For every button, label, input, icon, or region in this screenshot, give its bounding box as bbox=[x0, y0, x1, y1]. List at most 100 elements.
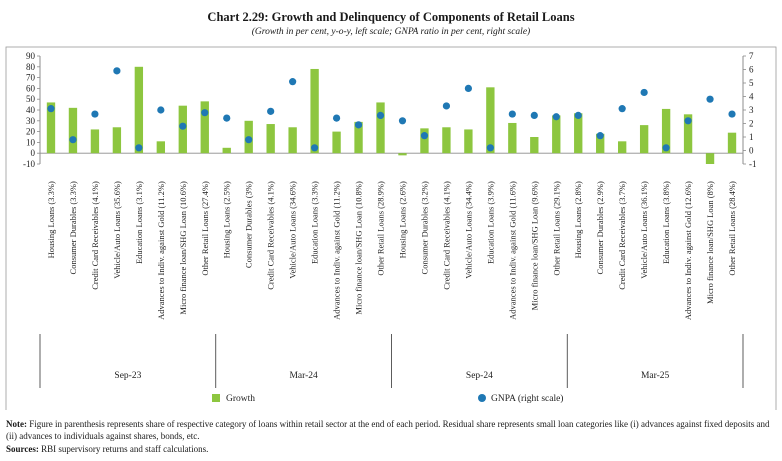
category-label: Credit Card Receivables (4.1%) bbox=[441, 181, 451, 290]
growth-bar bbox=[376, 102, 385, 154]
growth-bar bbox=[134, 66, 144, 154]
growth-bar bbox=[90, 129, 100, 154]
period-label: Sep-23 bbox=[114, 371, 141, 381]
gnpa-dot bbox=[596, 132, 604, 140]
growth-bar bbox=[222, 147, 231, 154]
gnpa-dot bbox=[47, 105, 55, 113]
period-label: Mar-24 bbox=[289, 371, 318, 381]
gnpa-dot bbox=[113, 67, 121, 75]
chart-title: Chart 2.29: Growth and Delinquency of Co… bbox=[207, 10, 575, 24]
sources-label: Sources: bbox=[6, 444, 39, 454]
category-label: Advances to Indiv. against Gold (11.6%) bbox=[507, 181, 517, 320]
growth-bar bbox=[552, 115, 561, 154]
category-label: Other Retail Loans (29.1%) bbox=[551, 181, 561, 276]
growth-bar bbox=[398, 153, 407, 156]
left-tick-label: 60 bbox=[26, 83, 36, 93]
gnpa-dot bbox=[354, 121, 363, 129]
left-tick-label: 50 bbox=[26, 94, 36, 104]
right-tick-label: 3 bbox=[749, 105, 754, 115]
growth-bar bbox=[266, 124, 275, 154]
growth-bar bbox=[112, 127, 122, 154]
category-label: Education Loans (3.8%) bbox=[661, 181, 671, 264]
sources-text: RBI supervisory returns and staff calcul… bbox=[41, 444, 209, 454]
gnpa-dot bbox=[91, 110, 99, 118]
growth-bar bbox=[310, 68, 319, 154]
category-label: Vehicle/Auto Loans (34.4%) bbox=[463, 181, 473, 279]
legend-gnpa-label: GNPA (right scale) bbox=[491, 393, 563, 404]
gnpa-dot bbox=[684, 117, 692, 125]
gnpa-dot bbox=[464, 84, 472, 92]
gnpa-dot bbox=[376, 111, 385, 119]
right-tick-label: 6 bbox=[749, 65, 754, 75]
gnpa-dot bbox=[508, 110, 516, 118]
growth-bar bbox=[727, 132, 737, 154]
category-label: Vehicle/Auto Loans (35.6%) bbox=[112, 181, 122, 279]
legend-growth-label: Growth bbox=[226, 394, 255, 404]
growth-bar bbox=[288, 127, 297, 154]
right-tick-label: 1 bbox=[749, 132, 754, 142]
category-label: Other Retail Loans (27.4%) bbox=[200, 181, 210, 276]
growth-bar bbox=[574, 113, 583, 154]
legend-growth-swatch bbox=[212, 394, 220, 402]
gnpa-dot bbox=[442, 102, 451, 110]
gnpa-dot bbox=[157, 106, 165, 114]
category-label: Advances to Indiv. against Gold (11.2%) bbox=[156, 181, 166, 320]
note-label: Note: bbox=[6, 419, 27, 429]
legend-gnpa-swatch bbox=[478, 394, 486, 402]
growth-bar bbox=[508, 122, 517, 154]
category-label: Credit Card Receivables (4.1%) bbox=[266, 181, 276, 290]
left-tick-label: 70 bbox=[26, 73, 36, 83]
growth-bar bbox=[156, 141, 166, 154]
chart-sources: Sources: RBI supervisory returns and sta… bbox=[6, 444, 776, 454]
right-tick-label: 2 bbox=[749, 119, 754, 129]
gnpa-dot bbox=[618, 105, 626, 113]
category-label: Consumer Durables (3.2%) bbox=[419, 181, 429, 274]
chart-frame bbox=[5, 46, 777, 410]
category-label: Housing Loans (3.3%) bbox=[46, 181, 56, 258]
gnpa-dot bbox=[179, 122, 187, 130]
gnpa-dot bbox=[530, 111, 538, 119]
growth-bar bbox=[68, 107, 78, 154]
gnpa-dot bbox=[289, 78, 297, 86]
growth-bar bbox=[200, 101, 209, 154]
gnpa-dot bbox=[728, 110, 736, 118]
growth-bar bbox=[464, 129, 473, 154]
growth-bar bbox=[332, 131, 341, 154]
category-label: Education Loans (3.1%) bbox=[134, 181, 144, 264]
category-label: Vehicle/Auto Loans (34.6%) bbox=[288, 181, 298, 279]
left-tick-label: 40 bbox=[26, 105, 36, 115]
category-label: Micro finance loan/SHG Loan (8%) bbox=[705, 181, 715, 304]
left-tick-label: 0 bbox=[31, 148, 36, 158]
period-label: Mar-25 bbox=[641, 371, 670, 381]
category-label: Housing Loans (2.6%) bbox=[397, 181, 407, 258]
gnpa-dot bbox=[311, 144, 319, 152]
growth-bar bbox=[486, 87, 495, 154]
category-label: Advances to Indiv. against Gold (12.6%) bbox=[683, 181, 693, 320]
gnpa-dot bbox=[486, 144, 494, 152]
growth-bar bbox=[639, 125, 649, 154]
left-tick-label: 80 bbox=[26, 62, 36, 72]
category-label: Micro finance loan/SHG Loan (10.8%) bbox=[354, 181, 364, 315]
gnpa-dot bbox=[332, 114, 341, 122]
right-tick-label: -1 bbox=[749, 159, 757, 169]
growth-bar bbox=[530, 137, 539, 154]
gnpa-dot bbox=[135, 144, 143, 152]
left-tick-label: 30 bbox=[26, 116, 36, 126]
growth-bar bbox=[617, 141, 627, 154]
growth-bar bbox=[354, 121, 363, 154]
gnpa-dot bbox=[245, 136, 253, 144]
growth-bar bbox=[705, 153, 715, 164]
gnpa-dot bbox=[223, 114, 231, 122]
right-tick-label: 4 bbox=[749, 92, 754, 102]
growth-bar bbox=[442, 127, 451, 154]
category-label: Micro finance loan/SHG Loan (10.6%) bbox=[178, 181, 188, 315]
left-tick-label: 90 bbox=[26, 51, 36, 61]
category-label: Housing Loans (2.5%) bbox=[222, 181, 232, 258]
period-label: Sep-24 bbox=[466, 371, 493, 381]
category-label: Housing Loans (2.8%) bbox=[573, 181, 583, 258]
category-label: Credit Card Receivables (4.1%) bbox=[90, 181, 100, 290]
left-tick-label: 20 bbox=[26, 127, 36, 137]
growth-bar bbox=[683, 114, 693, 154]
gnpa-dot bbox=[398, 117, 407, 125]
gnpa-dot bbox=[706, 95, 714, 103]
